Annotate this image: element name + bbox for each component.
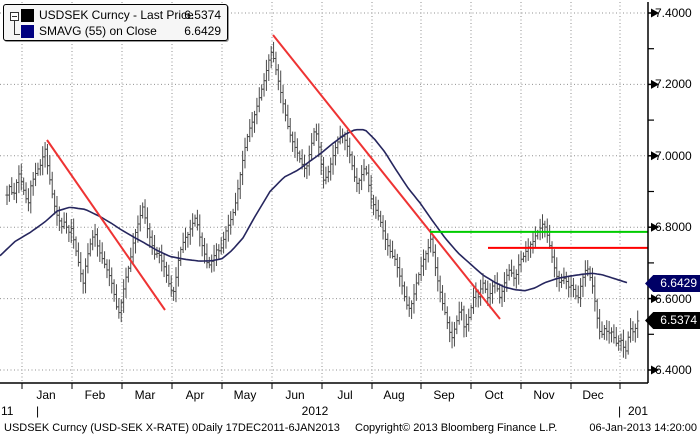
legend-box[interactable]: USDSEK Curncy - Last Price 6.5374 SMAVG … [3,4,228,41]
year-center: 2012 [301,404,329,418]
year-separator: | [618,404,622,418]
year-separator: | [36,404,40,418]
legend-label: SMAVG (55) on Close [39,24,157,38]
x-axis-month: Oct [484,388,504,402]
x-axis-month: Aug [383,388,405,402]
status-datetime: 06-Jan-2013 14:20:00 [589,422,697,434]
x-axis-month: Sep [433,388,455,402]
x-axis-month: Feb [84,388,106,402]
last-price-badge: 6.5374 [645,312,700,329]
status-copyright: Copyright© 2013 Bloomberg Finance L.P. [355,422,558,434]
status-ticker-info: USDSEK Curncy (USD-SEK X-RATE) 0Daily 17… [4,422,340,434]
y-axis-label: 6.4000 [655,363,692,377]
y-axis-label: 7.0000 [655,149,692,163]
sma-price-badge: 6.6429 [645,275,700,292]
x-axis-month: Jun [285,388,305,402]
y-axis-label: 6.6000 [655,292,692,306]
legend-value: 6.5374 [184,8,221,22]
legend-row-last-price[interactable]: USDSEK Curncy - Last Price 6.5374 [4,8,227,23]
x-axis-month: Jan [36,388,56,402]
legend-value: 6.6429 [184,24,221,38]
x-axis-year-row: 11 | 2012 | 201 [0,404,700,419]
series-color-swatch [21,9,34,22]
tree-connector [14,34,20,35]
status-bar: USDSEK Curncy (USD-SEK X-RATE) 0Daily 17… [0,421,700,437]
legend-label: USDSEK Curncy - Last Price [39,8,194,22]
tree-connector [14,21,15,34]
year-left: 11 [1,404,14,418]
series-color-swatch [21,25,34,38]
y-axis-label: 7.2000 [655,77,692,91]
year-right: 201 [628,404,649,418]
y-axis-label: 7.4000 [655,6,692,20]
tree-collapse-icon[interactable] [10,12,19,21]
x-axis-month: Dec [582,388,604,402]
x-axis-month: May [233,388,257,402]
legend-row-smavg[interactable]: SMAVG (55) on Close 6.6429 [4,24,227,39]
x-axis-month: Mar [134,388,156,402]
x-axis-month: Apr [185,388,205,402]
y-axis-label: 6.8000 [655,220,692,234]
x-axis-month: Nov [533,388,555,402]
x-axis-month: Jul [337,388,353,402]
